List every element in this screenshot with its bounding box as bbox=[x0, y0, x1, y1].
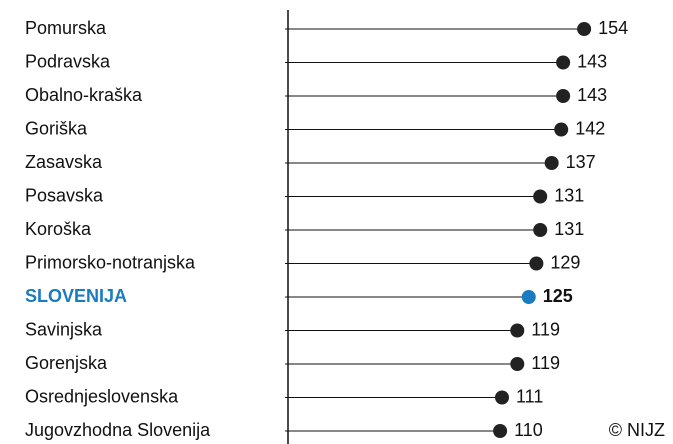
value-label: 110 bbox=[514, 420, 543, 440]
value-label: 129 bbox=[550, 252, 580, 272]
category-label: Pomurska bbox=[25, 18, 107, 38]
value-label: 119 bbox=[531, 353, 560, 373]
category-label: Savinjska bbox=[25, 319, 103, 339]
dot bbox=[544, 156, 559, 170]
dot bbox=[529, 256, 544, 271]
dot bbox=[495, 390, 510, 405]
category-label: Podravska bbox=[25, 51, 111, 71]
category-label: Posavska bbox=[25, 185, 104, 205]
dot bbox=[554, 122, 569, 137]
value-label: 125 bbox=[543, 286, 573, 306]
category-label: Jugovzhodna Slovenija bbox=[25, 420, 211, 440]
category-label: Zasavska bbox=[25, 152, 103, 172]
value-label: 137 bbox=[566, 152, 596, 172]
value-label: 143 bbox=[577, 51, 607, 71]
category-label: Koroška bbox=[25, 219, 92, 239]
value-label: 142 bbox=[575, 118, 605, 138]
value-label: 131 bbox=[554, 185, 584, 205]
dot bbox=[577, 22, 592, 36]
dot bbox=[493, 424, 508, 438]
dot bbox=[533, 189, 548, 204]
category-label: Osrednjeslovenska bbox=[25, 386, 179, 406]
value-label: 143 bbox=[577, 85, 607, 105]
source-note: © NIJZ bbox=[609, 420, 665, 440]
value-label: 131 bbox=[554, 219, 584, 239]
category-label: Primorsko-notranjska bbox=[25, 252, 196, 272]
category-label: Gorenjska bbox=[25, 353, 108, 373]
dot bbox=[556, 89, 571, 103]
category-label: Obalno-kraška bbox=[25, 85, 143, 105]
category-label: Goriška bbox=[25, 118, 88, 138]
dot bbox=[533, 223, 548, 237]
dot bbox=[510, 357, 525, 371]
category-label: SLOVENIJA bbox=[25, 286, 127, 306]
dot bbox=[521, 290, 536, 304]
value-label: 111 bbox=[516, 386, 543, 406]
dot bbox=[556, 55, 571, 70]
value-label: 119 bbox=[531, 319, 560, 339]
dot bbox=[510, 323, 525, 338]
value-label: 154 bbox=[598, 18, 628, 38]
